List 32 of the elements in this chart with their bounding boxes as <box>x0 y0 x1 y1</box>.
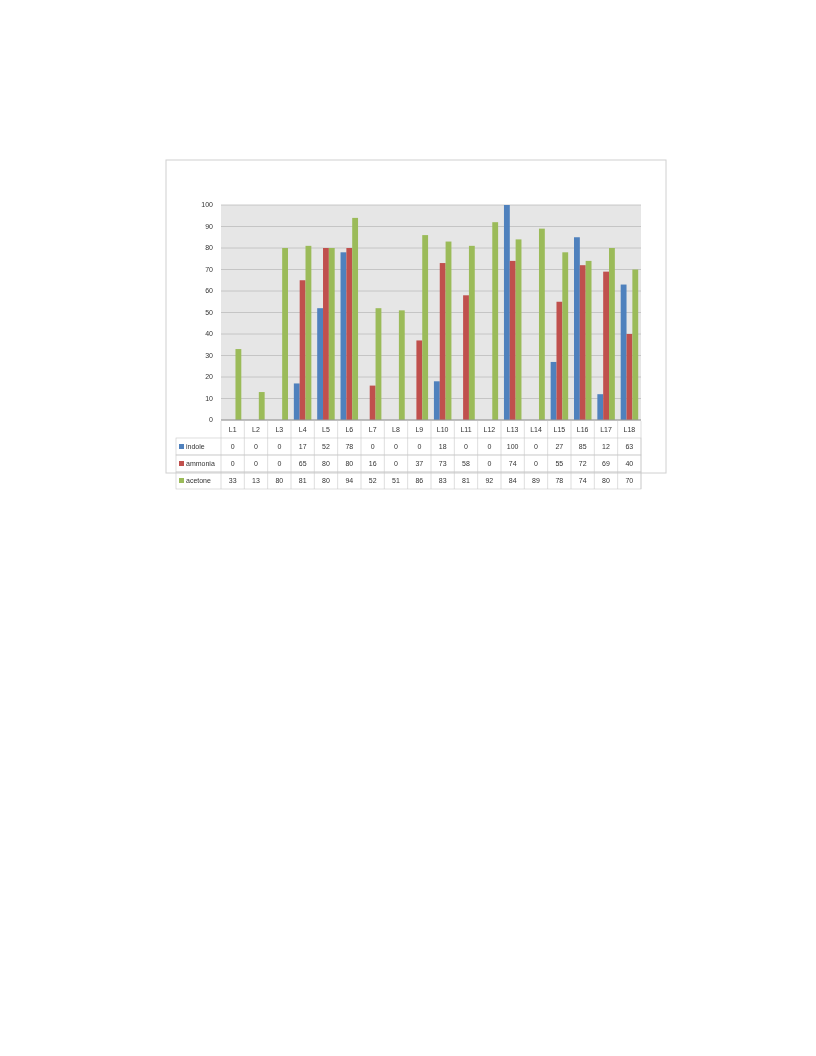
bar <box>509 260 516 420</box>
bar <box>328 248 335 420</box>
bar <box>556 301 563 420</box>
bar <box>317 308 324 420</box>
bar <box>323 248 329 420</box>
bar <box>579 265 586 420</box>
bar <box>538 228 545 420</box>
bar <box>463 295 469 420</box>
bar <box>258 392 265 420</box>
bar <box>422 235 429 420</box>
bar <box>369 385 376 420</box>
bar <box>439 263 446 420</box>
bar <box>468 245 475 420</box>
bar <box>352 217 359 420</box>
bar <box>632 269 639 420</box>
bar <box>293 383 300 420</box>
bar <box>503 205 510 420</box>
bar <box>433 381 440 420</box>
bar <box>597 394 604 420</box>
bar <box>398 310 405 420</box>
bar <box>620 284 627 420</box>
bar <box>603 271 610 420</box>
bar <box>609 248 615 420</box>
bar <box>562 252 569 420</box>
bar <box>299 280 306 420</box>
bar <box>574 237 580 420</box>
bar <box>346 248 353 420</box>
bar <box>235 349 242 420</box>
bar <box>282 248 288 420</box>
bar <box>416 340 423 420</box>
bar <box>492 222 499 420</box>
bar <box>585 260 592 420</box>
